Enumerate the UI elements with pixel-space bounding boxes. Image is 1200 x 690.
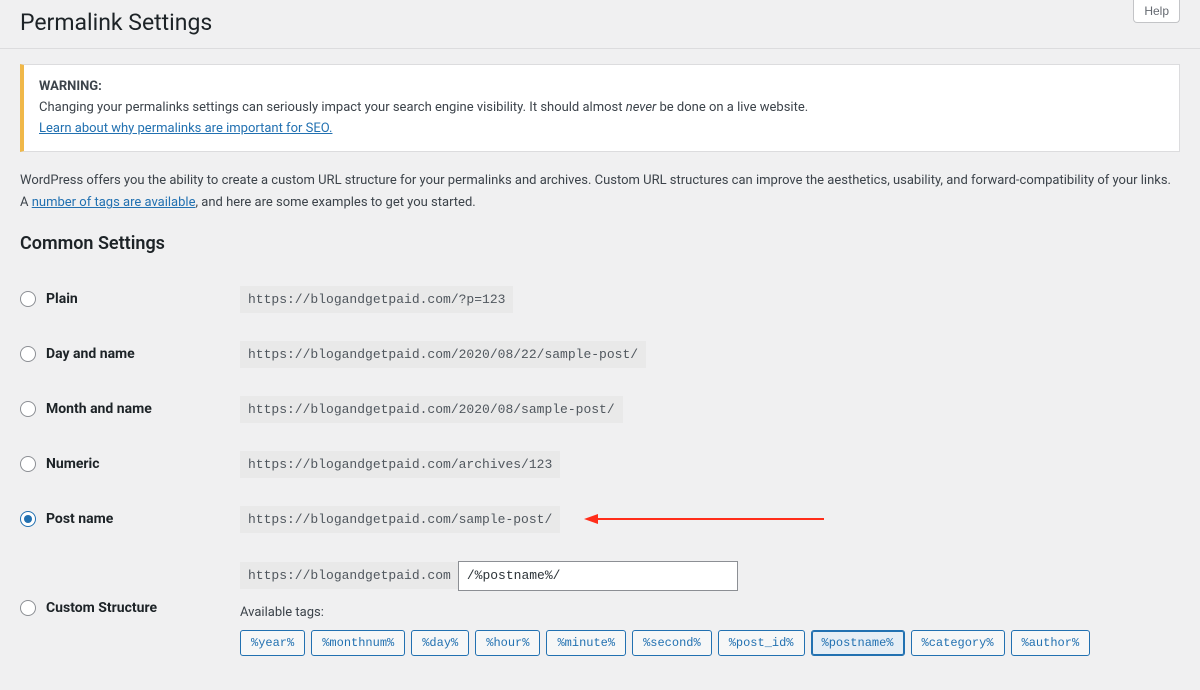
help-tab-button[interactable]: Help [1133,0,1180,23]
warning-link[interactable]: Learn about why permalinks are important… [39,121,332,136]
option-plain-radio[interactable] [20,291,36,307]
option-postname-example: https://blogandgetpaid.com/sample-post/ [240,506,560,533]
tag-monthnum-button[interactable]: %monthnum% [311,630,405,656]
tag-year-button[interactable]: %year% [240,630,305,656]
custom-structure-base: https://blogandgetpaid.com [240,562,459,589]
permalink-options-table: Plain https://blogandgetpaid.com/?p=123 … [20,272,1180,670]
warning-heading: WARNING: [39,79,102,94]
intro-tags-link[interactable]: number of tags are available [32,195,196,210]
warning-notice: WARNING: Changing your permalinks settin… [20,64,1180,152]
warning-body-b: be done on a live website. [656,100,808,115]
option-row-monthname: Month and name https://blogandgetpaid.co… [20,382,1180,437]
option-numeric-radio[interactable] [20,456,36,472]
available-tags-label: Available tags: [240,605,1170,620]
option-custom-label[interactable]: Custom Structure [20,600,220,616]
intro-body-b: , and here are some examples to get you … [195,195,475,210]
common-settings-heading: Common Settings [20,233,1180,254]
header-divider [0,48,1200,49]
custom-structure-input[interactable] [458,561,738,591]
tag-day-button[interactable]: %day% [411,630,469,656]
option-row-custom: Custom Structure https://blogandgetpaid.… [20,547,1180,670]
option-monthname-example: https://blogandgetpaid.com/2020/08/sampl… [240,396,623,423]
option-postname-text: Post name [46,511,113,527]
option-dayname-example: https://blogandgetpaid.com/2020/08/22/sa… [240,341,646,368]
tag-category-button[interactable]: %category% [911,630,1005,656]
option-row-numeric: Numeric https://blogandgetpaid.com/archi… [20,437,1180,492]
warning-body-em: never [626,100,657,115]
tag-postname-button[interactable]: %postname% [811,630,905,656]
option-numeric-label[interactable]: Numeric [20,456,220,472]
tag-hour-button[interactable]: %hour% [475,630,540,656]
intro-paragraph: WordPress offers you the ability to crea… [20,170,1180,214]
option-dayname-radio[interactable] [20,346,36,362]
option-custom-text: Custom Structure [46,600,157,616]
option-plain-text: Plain [46,291,78,307]
warning-body-a: Changing your permalinks settings can se… [39,100,626,115]
tag-author-button[interactable]: %author% [1011,630,1091,656]
option-postname-radio[interactable] [20,511,36,527]
tag-second-button[interactable]: %second% [632,630,712,656]
option-custom-radio[interactable] [20,600,36,616]
option-postname-label[interactable]: Post name [20,511,220,527]
option-monthname-label[interactable]: Month and name [20,401,220,417]
option-row-postname: Post name https://blogandgetpaid.com/sam… [20,492,1180,547]
option-monthname-radio[interactable] [20,401,36,417]
page-title: Permalink Settings [20,0,212,40]
option-plain-label[interactable]: Plain [20,291,220,307]
option-numeric-example: https://blogandgetpaid.com/archives/123 [240,451,560,478]
tag-postid-button[interactable]: %post_id% [718,630,805,656]
tag-minute-button[interactable]: %minute% [546,630,626,656]
annotation-arrow-icon [584,512,824,526]
option-dayname-label[interactable]: Day and name [20,346,220,362]
option-plain-example: https://blogandgetpaid.com/?p=123 [240,286,513,313]
available-tags-row: %year% %monthnum% %day% %hour% %minute% … [240,630,1170,656]
option-monthname-text: Month and name [46,401,152,417]
option-row-plain: Plain https://blogandgetpaid.com/?p=123 [20,272,1180,327]
option-row-dayname: Day and name https://blogandgetpaid.com/… [20,327,1180,382]
option-dayname-text: Day and name [46,346,135,362]
option-numeric-text: Numeric [46,456,100,472]
